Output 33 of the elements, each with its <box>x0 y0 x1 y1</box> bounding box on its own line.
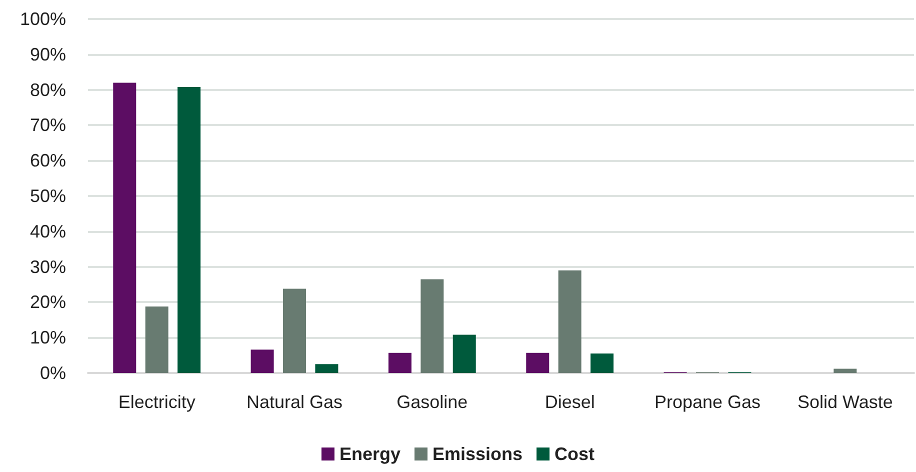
y-tick-label: 0% <box>40 363 66 383</box>
bar <box>526 352 550 373</box>
y-tick-label: 100% <box>20 9 66 29</box>
y-tick-label: 80% <box>30 80 66 100</box>
bar <box>590 354 614 373</box>
y-tick-label: 50% <box>30 186 66 206</box>
bar <box>178 86 201 373</box>
bar <box>452 334 476 373</box>
y-tick-label: 20% <box>30 292 66 312</box>
bar <box>250 350 274 373</box>
y-tick-label: 30% <box>30 256 66 277</box>
y-tick-label: 90% <box>30 44 66 64</box>
bar <box>283 288 306 373</box>
x-tick-label: Solid Waste <box>797 392 893 412</box>
y-tick-label: 10% <box>30 328 66 348</box>
legend-label: Energy <box>339 444 401 464</box>
bar <box>388 352 412 373</box>
bar <box>420 279 444 373</box>
bar <box>113 82 136 373</box>
y-tick-label: 40% <box>30 221 66 242</box>
bar <box>834 368 857 373</box>
x-tick-label: Diesel <box>544 392 595 412</box>
bar <box>558 270 582 373</box>
legend-label: Emissions <box>432 444 523 464</box>
x-tick-label: Electricity <box>118 392 196 412</box>
bar <box>145 306 168 373</box>
legend-label: Cost <box>554 444 595 464</box>
x-tick-label: Natural Gas <box>246 392 343 412</box>
y-tick-label: 70% <box>30 115 66 136</box>
bar <box>315 364 338 373</box>
y-tick-label: 60% <box>30 150 66 171</box>
x-tick-label: Propane Gas <box>654 392 761 412</box>
x-tick-label: Gasoline <box>396 392 468 412</box>
